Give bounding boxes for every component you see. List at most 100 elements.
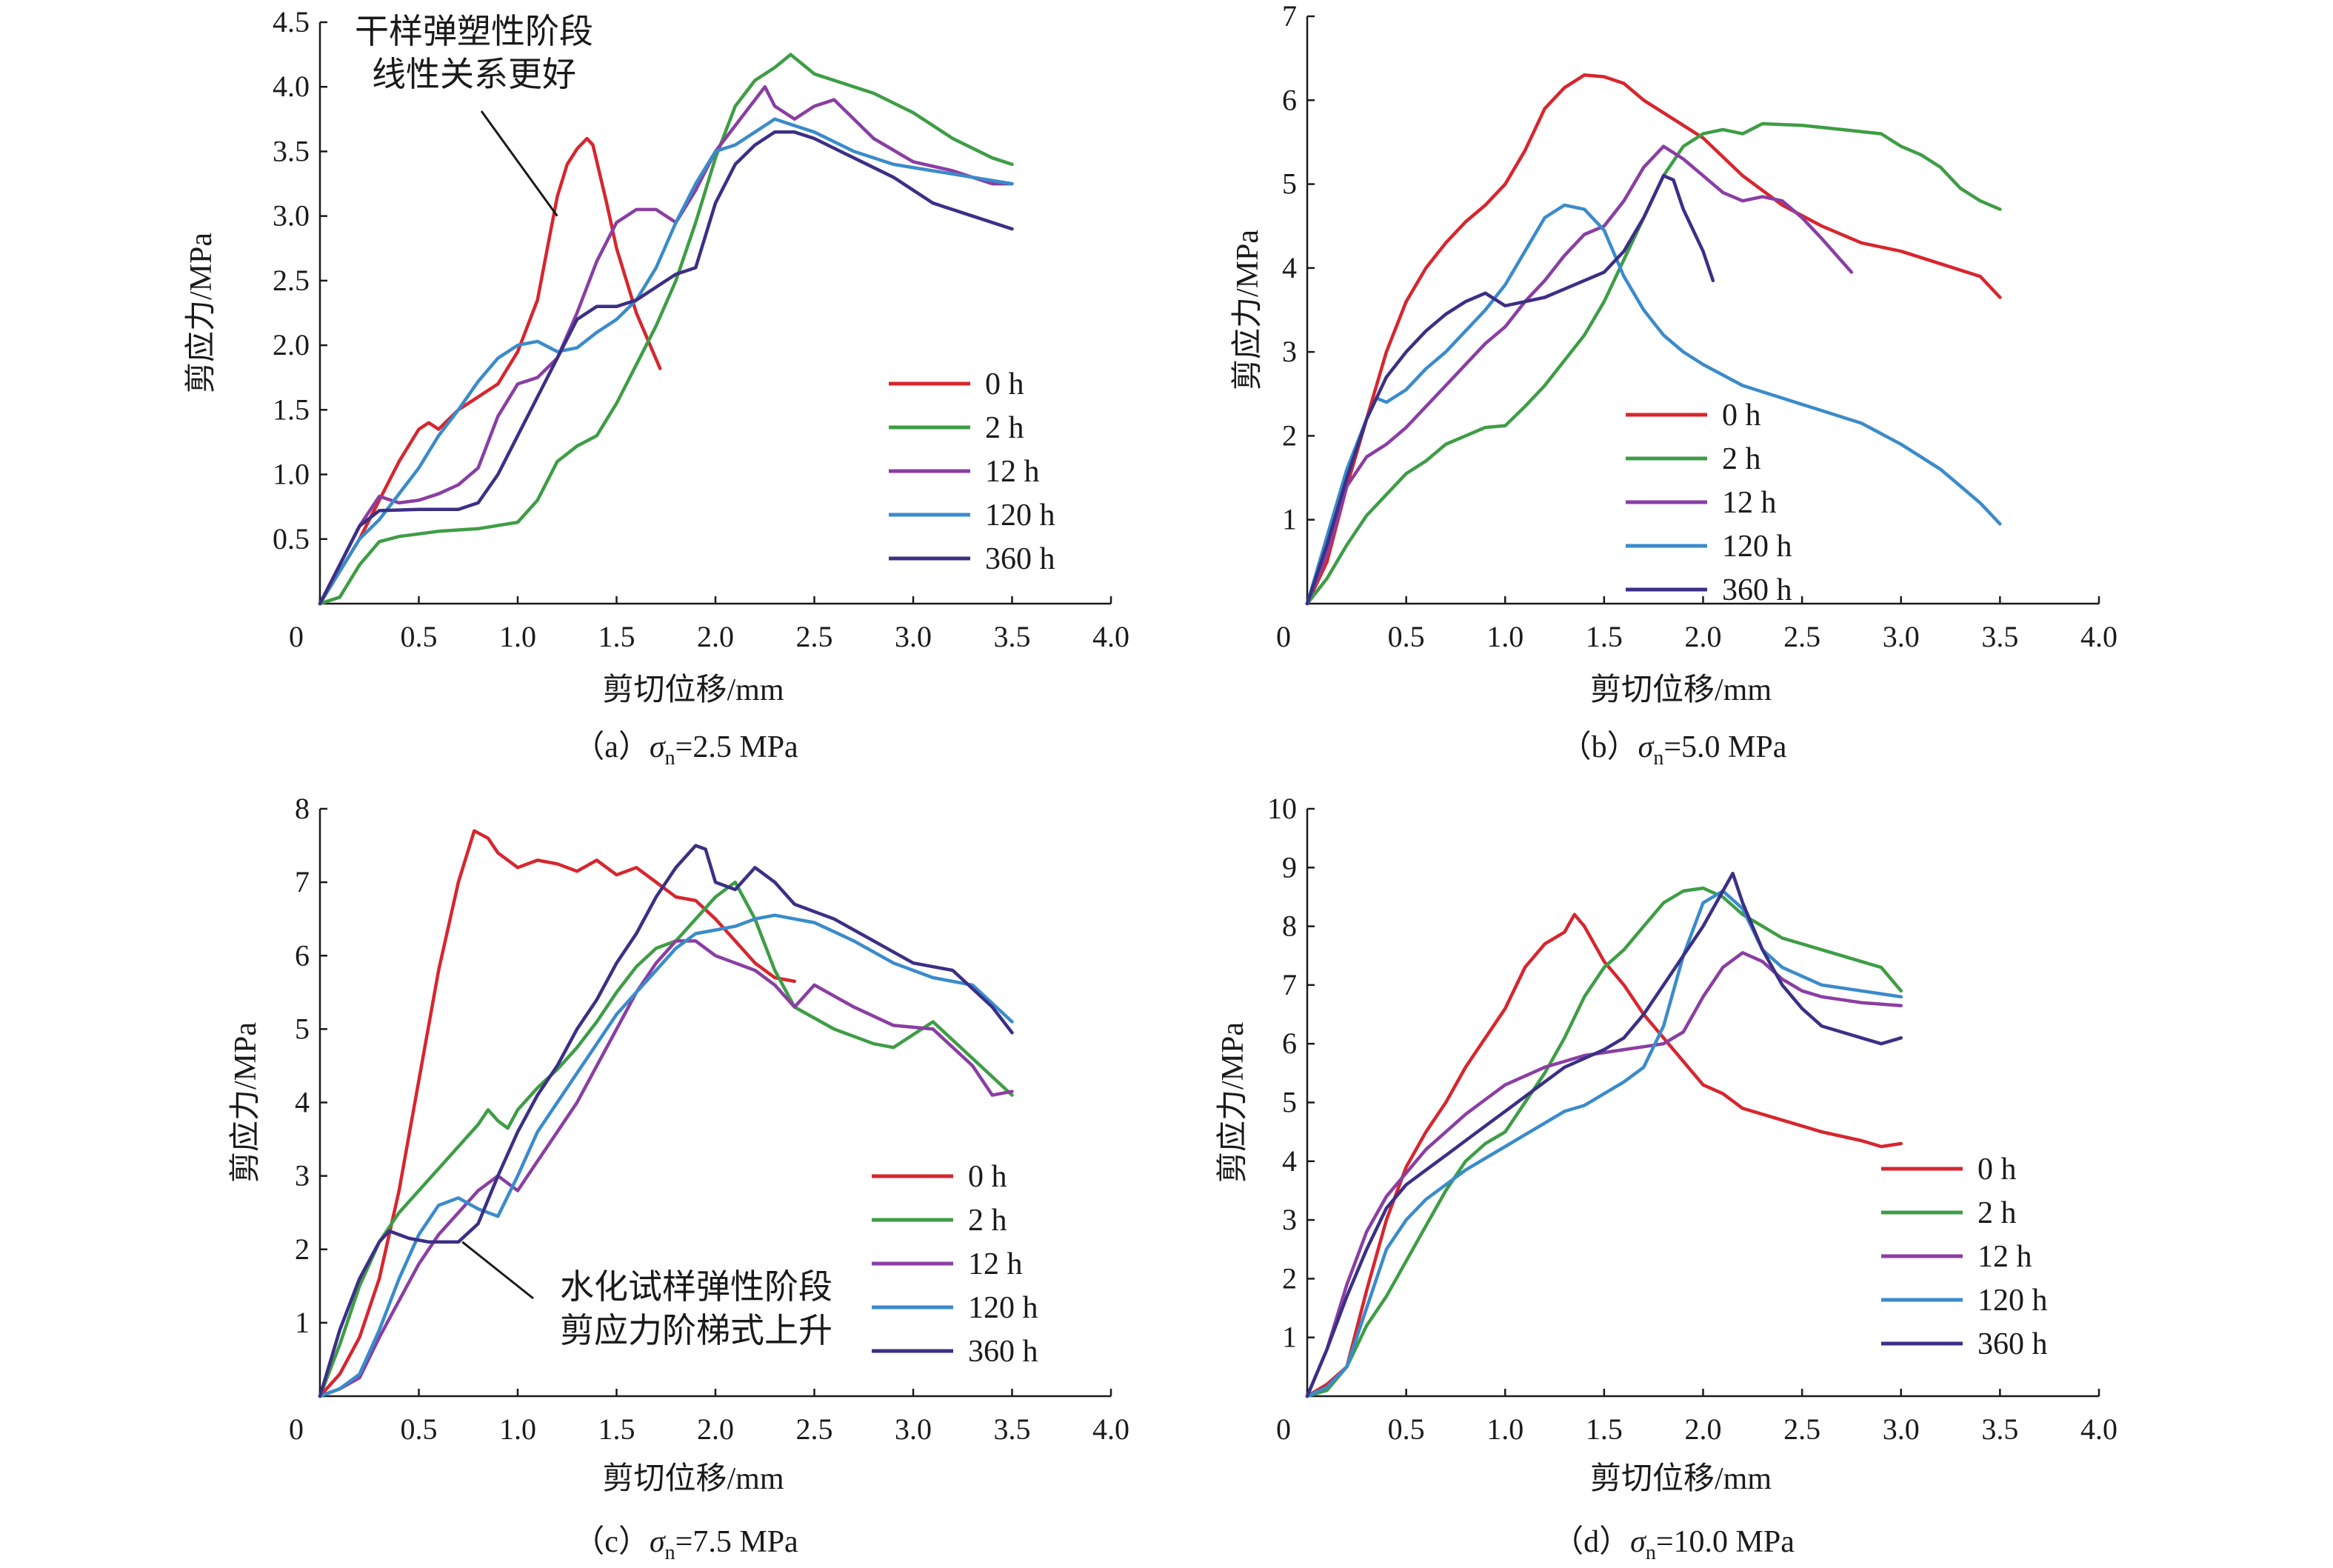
x-tick-label: 4.0 [2080,620,2117,653]
x-tick-label: 2.5 [796,1412,833,1446]
x-tick-label: 3.0 [895,1412,932,1446]
x-tick-label: 1.0 [1486,620,1523,653]
y-tick-label: 6 [1282,83,1297,116]
y-tick-label: 3 [295,1159,310,1192]
caption-prefix: （d） [1552,1525,1630,1559]
legend-label: 120 h [985,498,1055,533]
y-tick-label: 4.0 [273,70,310,103]
y-tick-label: 2.5 [273,264,310,297]
caption-suffix: =7.5 MPa [675,1525,798,1559]
series-line-2h [1305,886,1903,1398]
y-tick-label: 1.0 [273,458,310,491]
x-tick-label: 0.5 [1388,620,1425,653]
y-axis-label: 剪应力/MPa [184,233,218,393]
legend-label: 12 h [968,1247,1023,1281]
y-tick-label: 4 [1282,1144,1297,1178]
panel-caption: （a）σn=2.5 MPa [573,730,798,770]
series-line-0h [318,136,662,606]
y-tick-label: 4 [295,1086,310,1119]
y-tick-label: 1 [1282,1321,1297,1354]
legend-label: 120 h [1977,1284,2048,1318]
y-tick-label: 6 [1282,1027,1297,1060]
x-tick-label: 3.5 [1981,620,2018,653]
caption-sigma-subscript: n [1646,1541,1656,1564]
x-tick-label: 2.5 [1783,1412,1820,1446]
x-tick-label: 1.0 [499,620,536,653]
legend-label: 360 h [968,1335,1038,1369]
y-tick-label: 5 [1282,1086,1297,1119]
panel-caption: （b）σn=5.0 MPa [1561,730,1787,770]
series-line-0h [1305,73,2002,606]
caption-suffix: =10.0 MPa [1656,1525,1795,1559]
y-tick-label: 1 [1282,503,1297,536]
series-line-12h [1305,951,1903,1398]
legend-label: 360 h [1977,1327,2048,1361]
series-line-120h [1305,203,2002,606]
x-tick-label: 2.5 [796,620,833,653]
series-line-2h [318,53,1014,606]
x-tick-label: 0.5 [401,620,438,653]
y-tick-label: 2 [295,1232,310,1266]
x-tick-label: 0 [1276,620,1291,653]
y-tick-label: 8 [295,792,310,825]
y-tick-label: 3.5 [273,134,310,167]
panel-a-chart: 0 0.5 1.0 1.5 2.0 2.5 3.0 3.5 4.0 0.5 1.0 1.5 2.0 2.5… [184,5,1129,770]
legend-label: 360 h [985,542,1055,576]
caption-sigma: σ [650,1525,667,1559]
y-tick-label: 0.5 [273,522,310,556]
y-tick-label: 5 [1282,167,1297,201]
x-axis-label: 剪切位移/mm [1590,673,1772,707]
legend-label: 12 h [1722,486,1777,520]
caption-sigma: σ [650,730,667,764]
y-tick-label: 1 [295,1306,310,1339]
y-tick-label: 9 [1282,850,1297,884]
x-tick-label: 1.0 [1486,1412,1523,1446]
y-tick-label: 10 [1267,792,1297,825]
y-tick-label: 1.5 [273,393,310,426]
y-tick-label: 8 [1282,910,1297,943]
panel-b-chart: 0 0.5 1.0 1.5 2.0 2.5 3.0 3.5 4.0 1 2 3 4 5 6 7 剪切位移/mm 剪… [1230,0,2117,770]
series-line-360h [318,130,1014,606]
caption-sigma-subscript: n [1653,747,1663,770]
y-tick-label: 2.0 [273,328,310,361]
series-line-360h [318,844,1014,1398]
x-tick-label: 1.5 [1586,620,1623,653]
x-tick-label: 1.5 [598,1412,635,1446]
x-tick-label: 0.5 [401,1412,438,1446]
annotation-line-1: 干样弹塑性阶段 [355,13,593,50]
caption-prefix: （a） [573,730,650,764]
caption-sigma: σ [1630,1525,1647,1559]
y-axis-label: 剪应力/MPa [228,1022,263,1183]
y-tick-label: 6 [295,938,310,972]
y-tick-label: 5 [295,1012,310,1045]
x-axis-label: 剪切位移/mm [602,1461,784,1496]
y-tick-label: 4 [1282,251,1297,284]
series-line-0h [1305,913,1903,1398]
legend-label: 12 h [1977,1240,2032,1274]
y-tick-label: 2 [1282,1261,1297,1295]
x-tick-label: 1.5 [598,620,635,653]
series-line-120h [318,117,1014,606]
x-tick-label: 2.0 [1685,1412,1722,1446]
annotation-line-2: 剪应力阶梯式上升 [560,1312,832,1350]
y-tick-label: 3 [1282,1203,1297,1236]
caption-prefix: （c） [573,1525,650,1559]
caption-suffix: =5.0 MPa [1663,730,1786,764]
legend-label: 0 h [985,367,1024,401]
x-tick-label: 3.5 [1981,1412,2018,1446]
x-tick-label: 0 [289,620,304,653]
x-axis-label: 剪切位移/mm [602,673,784,707]
x-tick-label: 3.0 [1883,620,1920,653]
x-tick-label: 4.0 [2080,1412,2117,1446]
y-tick-label: 7 [1282,0,1297,33]
panel-caption: （c）σn=7.5 MPa [573,1525,798,1564]
caption-prefix: （b） [1561,730,1638,764]
x-tick-label: 4.0 [1092,1412,1129,1446]
series-line-0h [318,829,797,1398]
annotation-line-2: 线性关系更好 [372,56,576,93]
x-tick-label: 3.0 [1883,1412,1920,1446]
x-tick-label: 3.5 [994,1412,1031,1446]
legend-label: 0 h [1977,1152,2017,1187]
panel-c-chart: 0 0.5 1.0 1.5 2.0 2.5 3.0 3.5 4.0 1 2 3 4 5 6 7 8 剪切位移/mm… [228,792,1129,1564]
legend-label: 2 h [968,1204,1007,1238]
